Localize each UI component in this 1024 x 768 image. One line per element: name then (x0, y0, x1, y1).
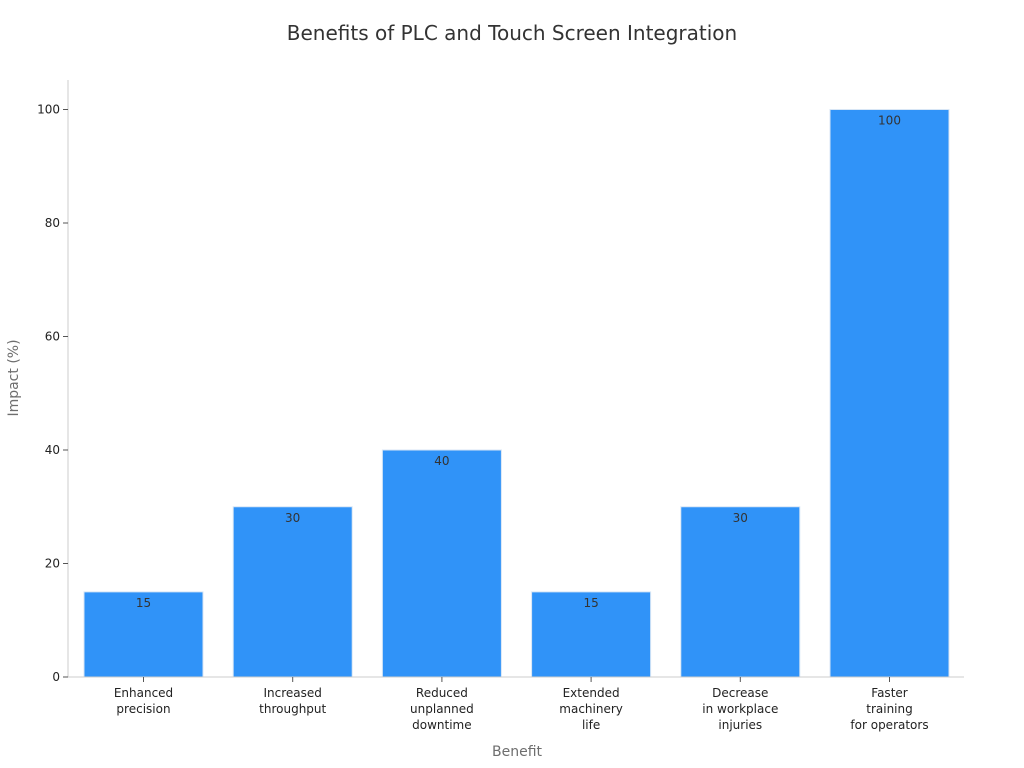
bar (83, 591, 204, 678)
bar (829, 109, 950, 678)
x-tick-label-line: unplanned (410, 702, 474, 716)
x-tick-label: Enhanced precision (114, 686, 173, 716)
x-tick-label-line: downtime (412, 718, 472, 732)
x-tick-label-line: machinery (559, 702, 623, 716)
chart-title: Benefits of PLC and Touch Screen Integra… (287, 21, 737, 45)
x-tick-label-line: Extended (563, 686, 620, 700)
y-tick-label: 0 (52, 670, 60, 684)
x-tick-label-line: for operators (850, 718, 928, 732)
bar-value-label: 30 (733, 511, 748, 525)
x-tick-label-line: precision (116, 702, 170, 716)
x-tick-label-line: training (866, 702, 913, 716)
y-tick-label: 80 (45, 216, 60, 230)
bar (531, 591, 652, 678)
bar (680, 506, 801, 678)
x-tick-label-line: Enhanced (114, 686, 173, 700)
bar (232, 506, 353, 678)
y-tick-label: 100 (37, 103, 60, 117)
bars-layer (83, 109, 950, 678)
y-tick-label: 20 (45, 557, 60, 571)
y-ticks-layer: 0 20 40 60 80 100 (37, 103, 68, 684)
x-axis-title: Benefit (492, 744, 543, 760)
bar-value-label: 100 (878, 114, 901, 128)
x-tick-label-line: Decrease (712, 686, 768, 700)
data-labels-layer: 15 30 40 15 30 100 (136, 114, 901, 610)
x-ticks-layer: Enhanced precision Increased throughput Redu… (114, 677, 929, 732)
x-tick-label-line: in workplace (702, 702, 778, 716)
x-tick-label: Increased throughput (259, 686, 326, 716)
y-tick-label: 60 (45, 330, 60, 344)
x-tick-label-line: Faster (871, 686, 907, 700)
bar-value-label: 30 (285, 511, 300, 525)
x-tick-label-line: Increased (263, 686, 321, 700)
x-tick-label: Decrease in workplace injuries (702, 686, 778, 732)
x-tick-label-line: throughput (259, 702, 326, 716)
y-tick-label: 40 (45, 443, 60, 457)
bar-value-label: 15 (583, 596, 598, 610)
bar-value-label: 40 (434, 454, 449, 468)
bar (381, 449, 502, 678)
x-tick-label-line: life (582, 718, 600, 732)
y-axis-title: Impact (%) (6, 339, 22, 416)
x-tick-label: Faster training for operators (850, 686, 928, 732)
x-tick-label: Extended machinery life (559, 686, 623, 732)
bar-value-label: 15 (136, 596, 151, 610)
x-tick-label: Reduced unplanned downtime (410, 686, 474, 732)
x-tick-label-line: Reduced (416, 686, 468, 700)
x-tick-label-line: injuries (718, 718, 762, 732)
